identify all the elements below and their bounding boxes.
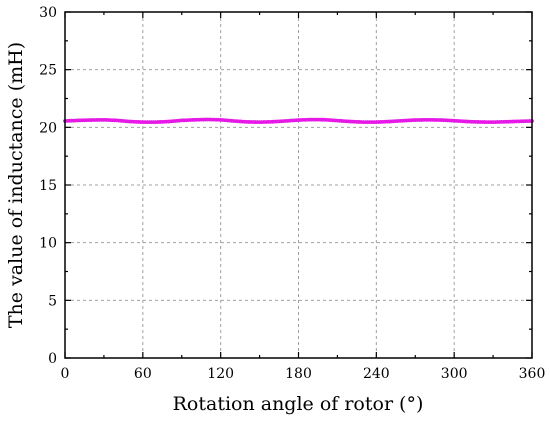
x-tick-label: 180 [285, 366, 312, 382]
grid [65, 12, 532, 358]
ticks [64, 11, 533, 359]
series-layer [63, 117, 534, 125]
y-tick-label: 5 [48, 293, 57, 309]
x-axis-title: Rotation angle of rotor (°) [173, 393, 424, 415]
x-tick-label: 60 [134, 366, 152, 382]
y-tick-label: 25 [39, 63, 57, 79]
y-tick-label: 10 [39, 236, 57, 252]
y-tick-label: 30 [39, 5, 57, 21]
x-tick-label: 300 [441, 366, 468, 382]
y-tick-label: 20 [39, 120, 57, 136]
y-tick-label: 15 [39, 178, 57, 194]
x-tick-label: 0 [61, 366, 70, 382]
y-tick-labels: 0 5 10 15 20 25 30 [39, 5, 57, 367]
x-tick-label: 120 [207, 366, 234, 382]
x-tick-labels: 0 60 120 180 240 300 360 [61, 366, 546, 382]
y-tick-label: 0 [48, 351, 57, 367]
y-axis-title: The value of inductance (mH) [5, 42, 27, 328]
x-tick-label: 360 [519, 366, 546, 382]
x-tick-label: 240 [363, 366, 390, 382]
